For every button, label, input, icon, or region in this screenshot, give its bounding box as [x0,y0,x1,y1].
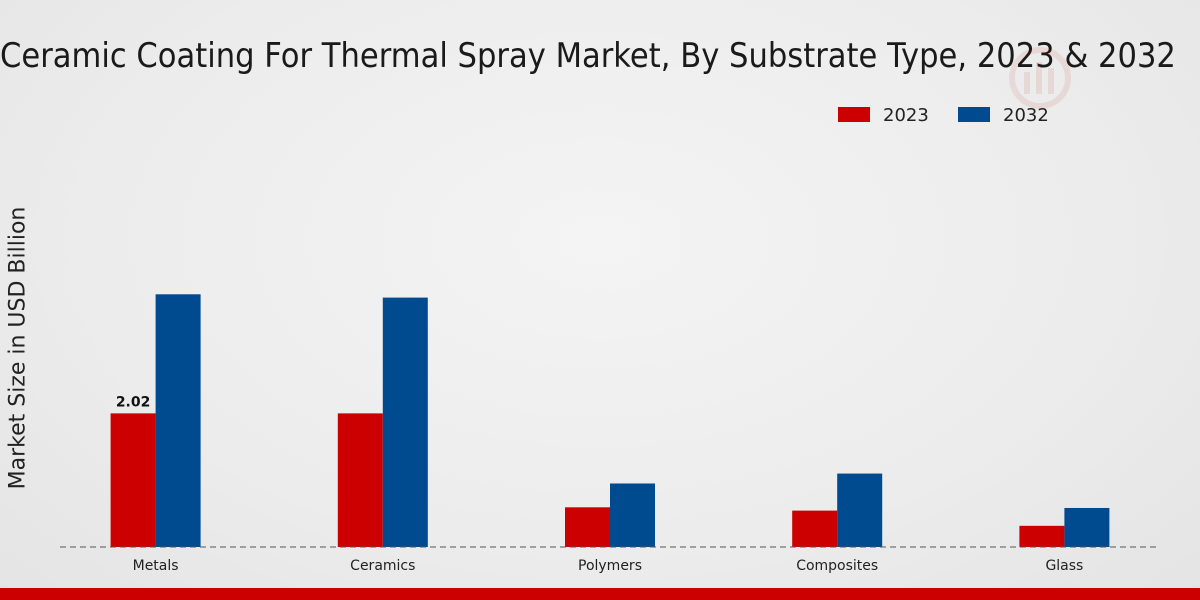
bar-2023-glass [1019,525,1065,547]
legend-label-2023: 2023 [883,105,929,126]
footer-accent-bar [0,588,1200,600]
bar-2032-glass [1064,507,1110,547]
bar-2023-composites [792,510,838,547]
legend-swatch-2023 [838,107,870,122]
legend-swatch-2032 [958,107,990,122]
x-tick-label: Metals [133,558,179,574]
legend-label-2032: 2032 [1003,105,1049,126]
bar-2032-composites [837,473,883,547]
x-tick-label: Polymers [578,558,642,574]
bar-2032-ceramics [382,297,428,547]
bar-2023-ceramics [337,413,383,547]
bar-2023-metals [110,413,156,547]
x-tick-label: Glass [1045,558,1083,574]
watermark-logo [1009,47,1071,109]
bar-2032-metals [155,294,201,547]
bar-2032-polymers [610,483,655,547]
x-tick-label: Ceramics [350,558,415,574]
x-tick-label: Composites [796,558,878,574]
chart-title: Ceramic Coating For Thermal Spray Market… [0,36,1176,76]
bar-2023-polymers [565,507,610,547]
data-label: 2.02 [116,394,151,410]
